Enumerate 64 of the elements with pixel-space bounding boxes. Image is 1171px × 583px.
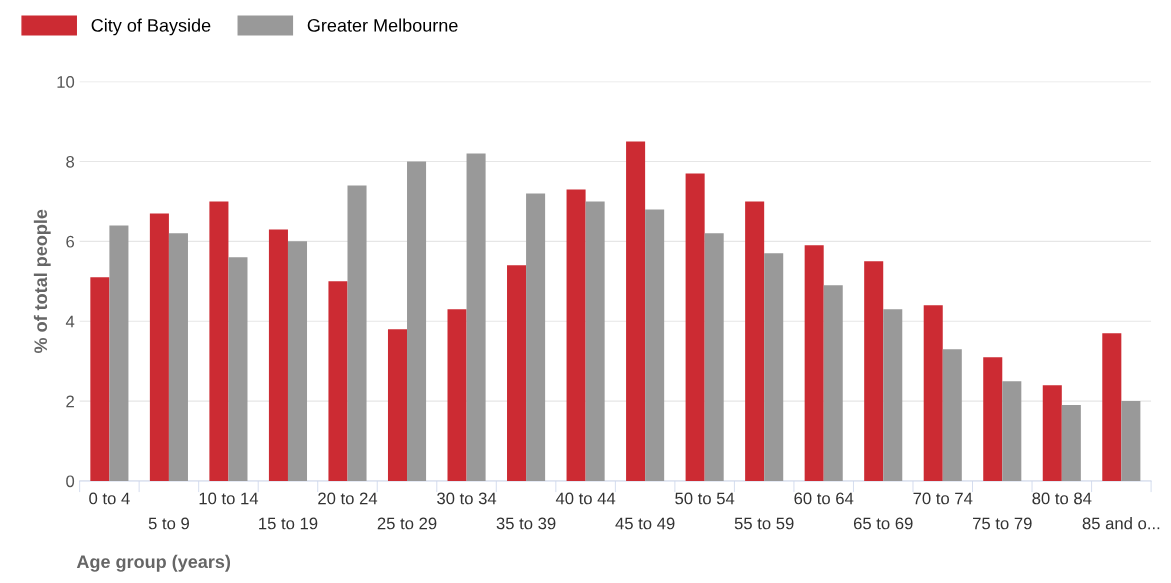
bar	[109, 225, 129, 481]
bar	[228, 257, 248, 481]
y-axis-title: % of total people	[33, 209, 51, 354]
bar	[347, 185, 367, 481]
x-tick-label: 5 to 9	[148, 517, 189, 530]
bar	[685, 173, 705, 481]
y-tick-label: 2	[66, 395, 74, 408]
bar	[149, 213, 169, 481]
x-tick-label: 75 to 79	[973, 517, 1032, 530]
bar	[883, 309, 903, 481]
y-tick-label: 6	[66, 235, 75, 248]
x-tick-label: 70 to 74	[913, 492, 973, 505]
bar	[864, 261, 884, 481]
x-tick-label: 40 to 44	[555, 492, 616, 505]
legend-label: Greater Melbourne	[307, 18, 458, 32]
bar	[1102, 333, 1122, 481]
bar	[1121, 401, 1141, 481]
bar	[328, 281, 348, 481]
y-tick-label: 4	[65, 315, 75, 328]
bar	[526, 193, 546, 481]
bar	[1042, 385, 1062, 481]
x-tick-label: 30 to 34	[437, 492, 497, 505]
x-tick-label: 65 to 69	[853, 517, 913, 530]
bar	[466, 153, 486, 481]
bar	[585, 201, 605, 481]
bar	[823, 285, 843, 481]
bar	[804, 245, 824, 481]
bar	[268, 229, 288, 481]
bar	[209, 201, 229, 481]
x-axis-title: Age group (years)	[76, 554, 231, 572]
x-tick-label: 80 to 84	[1032, 492, 1092, 505]
legend-label: City of Bayside	[91, 18, 211, 36]
x-tick-label: 15 to 19	[259, 517, 318, 530]
bar	[407, 161, 427, 481]
y-tick-label: 8	[66, 155, 75, 168]
bar	[626, 141, 646, 481]
x-tick-label: 25 to 29	[377, 517, 437, 530]
bar	[287, 241, 308, 481]
x-tick-label: 85 and o...	[1082, 517, 1160, 530]
bar	[1061, 405, 1081, 481]
bar	[645, 209, 665, 481]
x-tick-label: 60 to 64	[794, 492, 854, 505]
bar	[168, 233, 188, 481]
bar	[983, 357, 1003, 481]
y-tick-label: 0	[66, 475, 75, 488]
x-tick-label: 50 to 54	[675, 492, 735, 505]
x-tick-label: 55 to 59	[734, 517, 794, 530]
x-tick-label: 20 to 24	[318, 492, 378, 505]
bar	[764, 253, 784, 481]
bar	[704, 233, 724, 481]
x-tick-label: 45 to 49	[615, 517, 675, 530]
bar	[923, 305, 943, 481]
x-tick-label: 35 to 39	[496, 517, 556, 530]
bar	[1002, 381, 1022, 481]
x-tick-label: 0 to 4	[89, 492, 130, 505]
x-tick-label: 10 to 14	[199, 492, 259, 505]
bar	[745, 201, 765, 481]
bar	[447, 309, 467, 481]
y-tick-label: 10	[57, 76, 75, 88]
bar	[942, 349, 962, 481]
bar	[387, 329, 408, 481]
bar	[90, 277, 110, 481]
bar	[507, 265, 527, 481]
bar	[566, 189, 586, 481]
